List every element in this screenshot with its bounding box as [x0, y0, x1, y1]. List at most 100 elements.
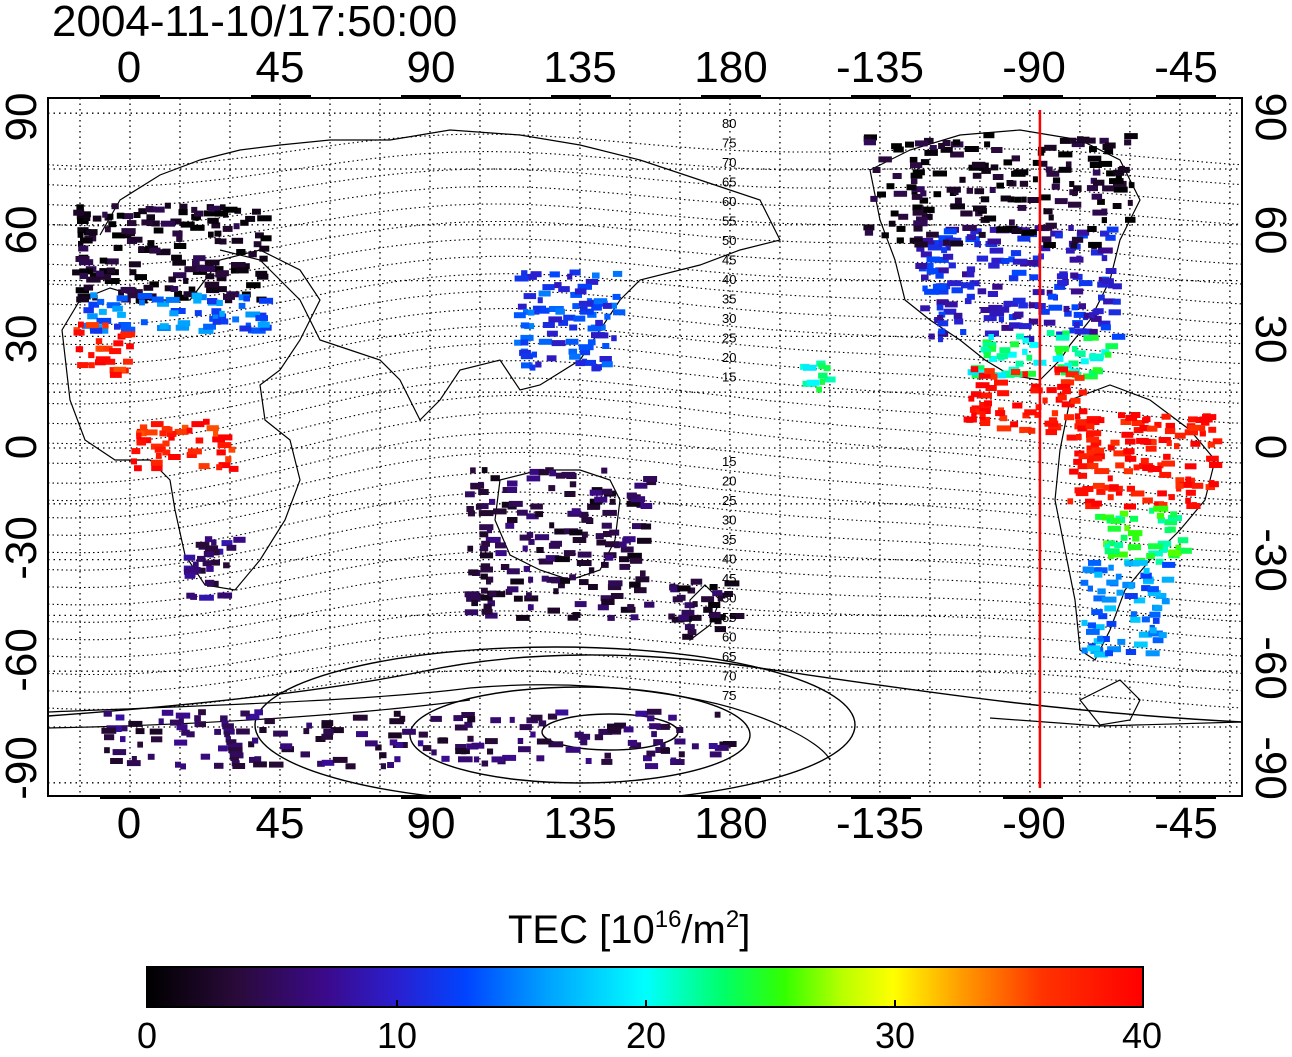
tec-cell	[1097, 247, 1113, 254]
tec-cell	[996, 353, 1008, 360]
tec-cell	[610, 593, 624, 599]
tec-cell	[1093, 595, 1106, 602]
tec-cell	[239, 325, 252, 332]
tec-cell	[605, 554, 614, 561]
tec-cell	[990, 373, 998, 380]
tec-cell	[393, 710, 401, 717]
tec-cell	[576, 560, 592, 566]
tec-cell	[116, 212, 125, 219]
tec-cell	[1106, 226, 1119, 233]
tec-cell	[1040, 194, 1051, 201]
tec-cell	[1012, 297, 1026, 304]
tec-cell	[500, 564, 510, 570]
tec-cell	[987, 291, 998, 297]
tec-cell	[1079, 328, 1093, 335]
tec-cell	[565, 338, 579, 345]
tec-cell	[601, 467, 608, 474]
colorbar-title: TEC [1016/m2]	[508, 906, 750, 954]
tec-cell	[1134, 641, 1148, 648]
tec-cell	[175, 324, 190, 331]
geomagnetic-contour	[48, 238, 1242, 286]
tec-cell	[536, 738, 552, 745]
tec-cell	[179, 203, 188, 210]
tec-cell	[1114, 542, 1123, 549]
tec-cell	[365, 740, 378, 747]
tec-cell	[153, 227, 164, 234]
tec-cell	[127, 220, 137, 227]
tec-cell	[924, 288, 939, 295]
tec-cell	[1069, 468, 1079, 475]
tec-cell	[538, 338, 553, 345]
tec-cell	[1117, 638, 1126, 645]
tec-cell	[547, 607, 560, 614]
tec-cell	[598, 728, 613, 735]
tec-cell	[112, 305, 123, 312]
tec-cell	[1078, 453, 1091, 460]
left-tick-label: -60	[0, 628, 46, 692]
tec-cell	[1105, 268, 1117, 274]
tec-cell	[495, 550, 507, 557]
tec-cell	[610, 302, 617, 309]
tec-cell	[131, 756, 137, 762]
tec-cell	[1069, 327, 1075, 334]
tec-cell	[1004, 351, 1017, 358]
tec-cell	[464, 609, 479, 616]
tec-cell	[129, 236, 143, 243]
tec-cell	[990, 164, 999, 171]
tec-cell	[245, 215, 256, 222]
tec-cell	[944, 301, 958, 308]
tec-cell	[1076, 434, 1082, 440]
tec-cell	[1207, 441, 1215, 448]
tec-cell	[166, 426, 173, 433]
tec-cell	[1021, 229, 1035, 236]
tec-cell	[1071, 304, 1078, 311]
tec-cell	[1097, 281, 1109, 288]
tec-cell	[717, 614, 726, 621]
tec-cell	[806, 379, 820, 386]
contour-label: 40	[722, 552, 736, 567]
tec-cell	[535, 511, 544, 518]
tec-cell	[1011, 269, 1027, 276]
tec-cell	[332, 756, 348, 763]
tec-cell	[171, 254, 182, 261]
tec-cell	[933, 191, 942, 198]
tec-cell	[1168, 550, 1181, 557]
tec-cell	[1092, 169, 1101, 176]
tec-cell	[973, 205, 987, 212]
right-tick-label: 90	[1246, 92, 1292, 142]
tec-cell	[471, 600, 478, 607]
tec-cell	[345, 763, 356, 770]
tec-cell	[1105, 343, 1119, 350]
tec-cell	[73, 329, 85, 336]
tec-cell	[1070, 288, 1084, 295]
tec-cell	[1185, 476, 1192, 483]
tec-cell	[1149, 627, 1157, 634]
tec-cell	[109, 367, 116, 374]
tec-cell	[1206, 455, 1219, 462]
tec-cell	[591, 365, 601, 372]
tec-cell	[567, 273, 573, 280]
right-tick-label: -30	[1246, 528, 1292, 592]
tec-cell	[1011, 369, 1021, 375]
tec-cell	[524, 273, 537, 280]
tec-cell	[601, 758, 613, 765]
tec-cell	[485, 738, 498, 745]
tec-cell	[1086, 430, 1102, 437]
tec-cell	[220, 204, 226, 211]
tec-cell	[548, 542, 560, 549]
tec-cell	[592, 272, 600, 279]
tec-cell	[578, 733, 591, 740]
tec-cell	[954, 318, 964, 325]
bottom-tick-label: -90	[1002, 799, 1066, 848]
contour-label: 20	[722, 474, 736, 489]
tec-cell	[1212, 438, 1223, 445]
tec-cell	[466, 743, 479, 750]
tec-cell	[113, 244, 120, 251]
tec-cell	[1026, 354, 1033, 361]
tec-cell	[1165, 422, 1175, 429]
tec-cell	[1115, 489, 1123, 496]
tec-cell	[640, 570, 646, 577]
tec-cell	[99, 257, 108, 264]
tec-cell	[252, 737, 259, 744]
tec-cell	[1010, 341, 1020, 348]
